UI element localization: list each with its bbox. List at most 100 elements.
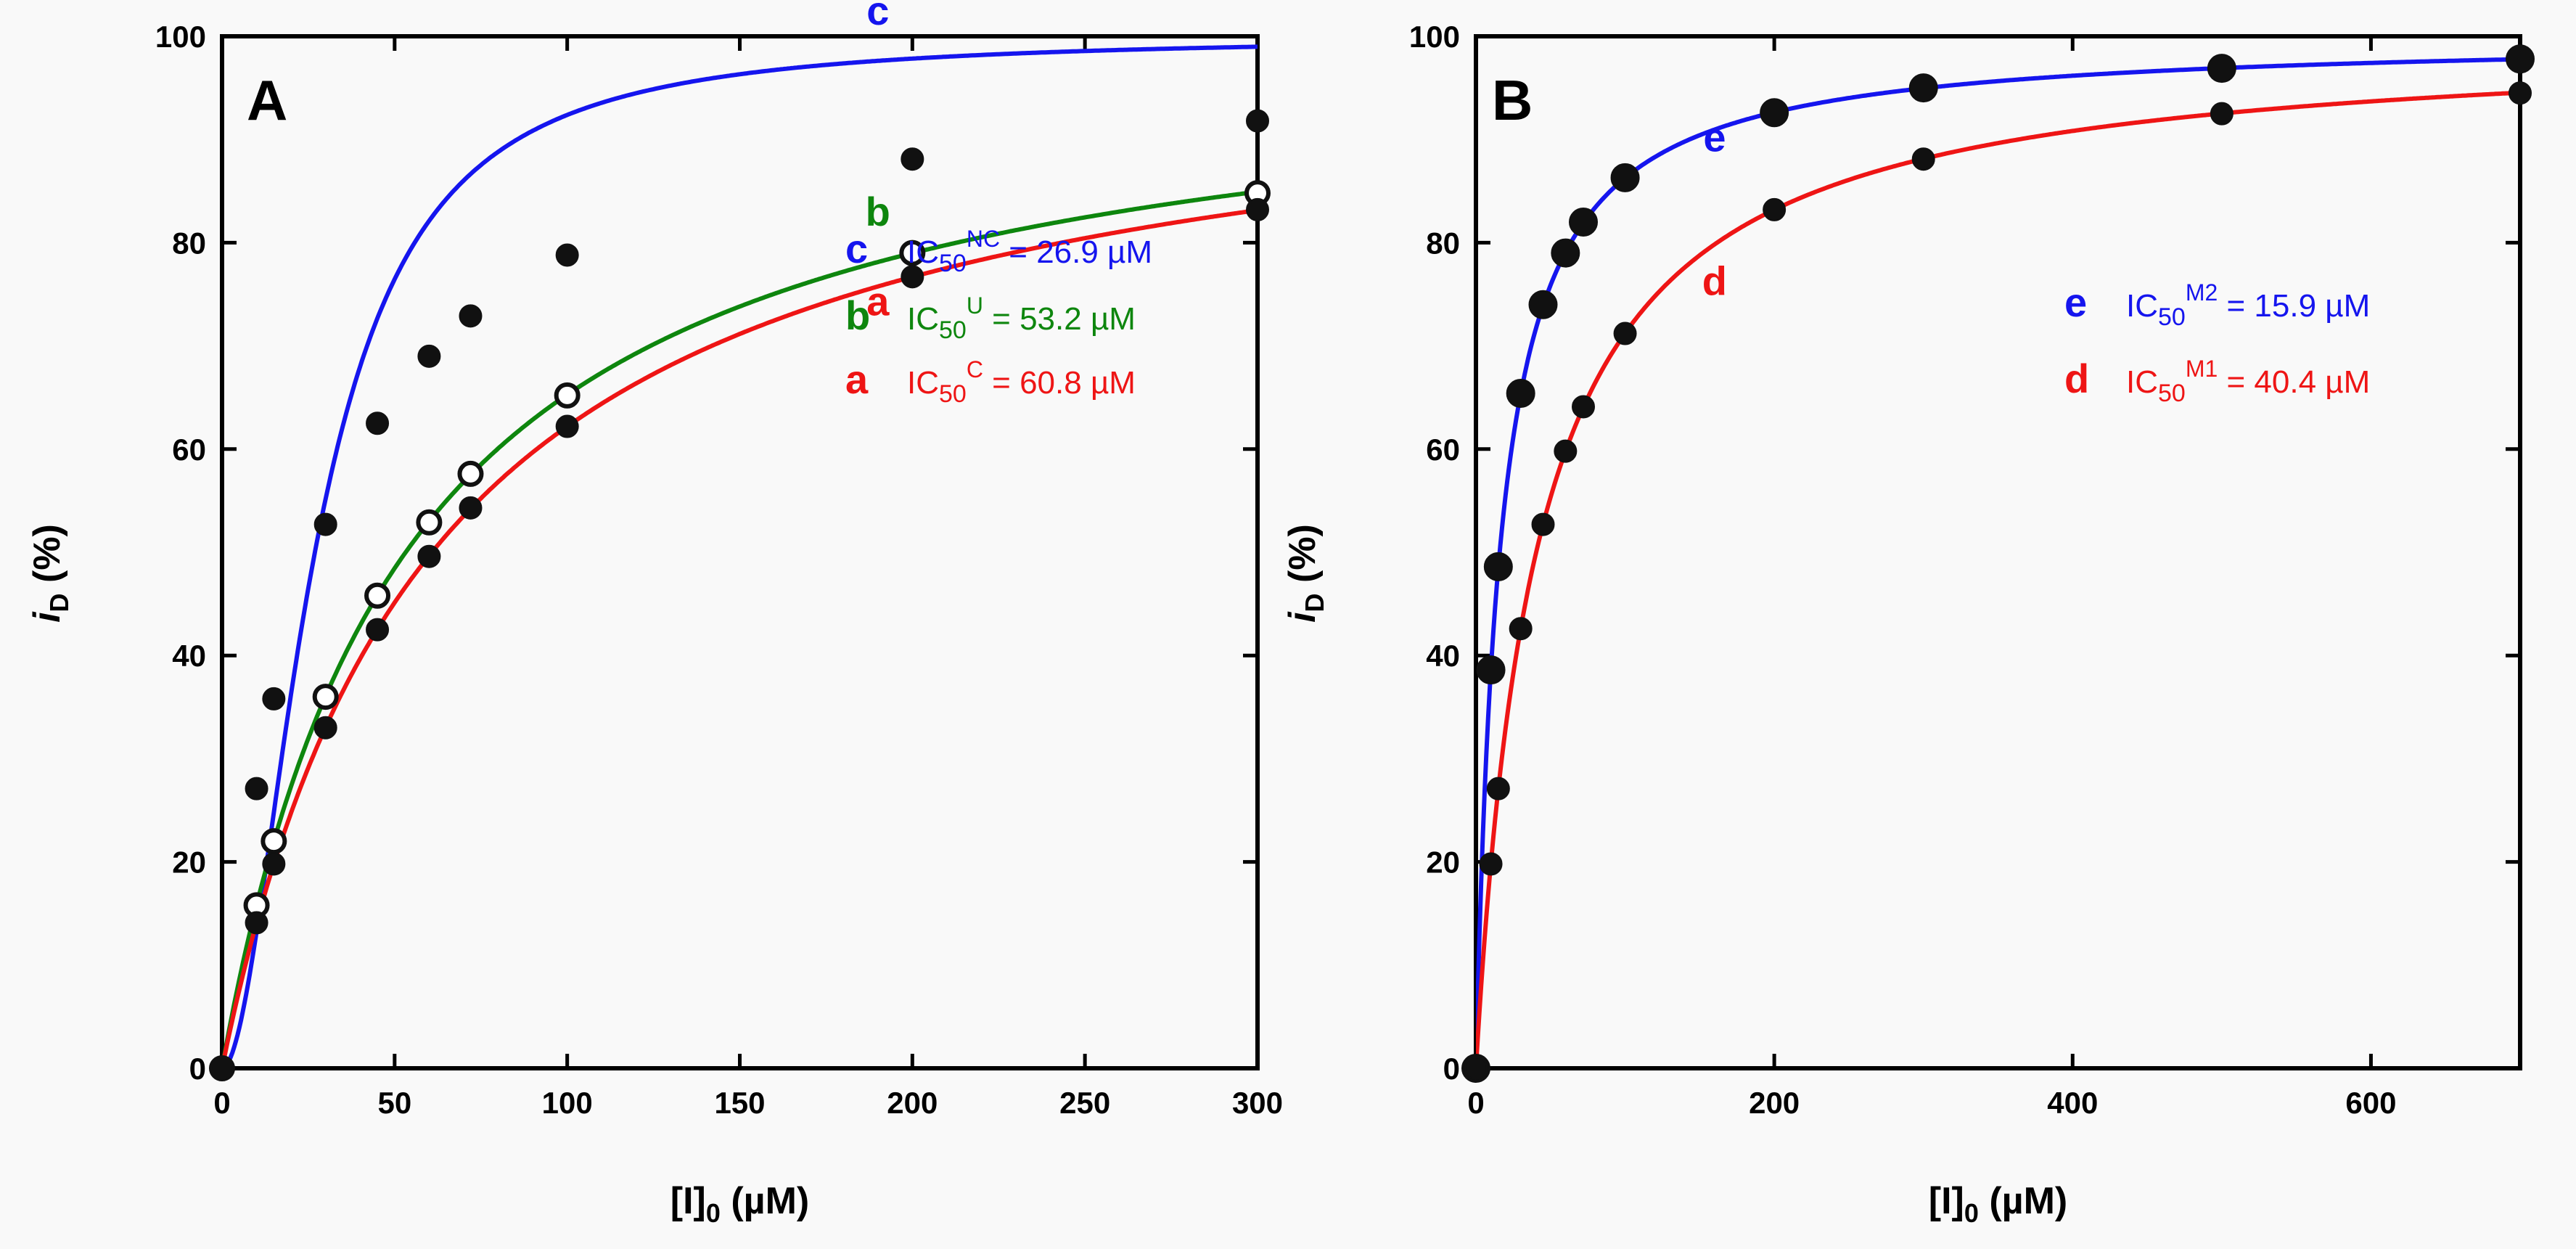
annotation-sup: M2 <box>2186 279 2218 306</box>
y-tick-label: 60 <box>1426 433 1460 467</box>
annotation-prefix: IC <box>907 365 939 401</box>
data-point-b <box>364 582 391 609</box>
data-point-d <box>1911 147 1935 171</box>
x-axis-title-main: [I] <box>670 1180 706 1222</box>
data-point-a <box>901 265 924 289</box>
data-point-e <box>2207 54 2236 83</box>
plot-frame <box>1474 34 2522 1070</box>
y-tick-label: 60 <box>172 433 206 467</box>
data-point-a <box>1246 197 1269 221</box>
annotation-ic50-e: IC50M2 = 15.9 µM <box>2126 279 2370 331</box>
x-axis-title-sub: 0 <box>1964 1198 1979 1228</box>
y-tick-label: 40 <box>1426 639 1460 673</box>
annotation-sup: C <box>967 356 983 382</box>
data-point-c <box>262 687 286 711</box>
x-tick-label: 400 <box>2047 1086 2098 1120</box>
data-point-c <box>245 777 268 800</box>
data-point-b <box>554 382 581 409</box>
annotation-letter-c: c <box>845 226 868 271</box>
data-point-b <box>312 684 339 711</box>
data-point-d <box>1554 439 1578 463</box>
x-axis-title-main: [I] <box>1929 1180 1964 1222</box>
y-axis-title-sub: D <box>1300 593 1329 612</box>
data-point-b <box>261 828 287 855</box>
data-point-a <box>366 618 390 642</box>
x-axis-title: [I]0 (µM) <box>1929 1180 2067 1228</box>
data-point-b <box>457 460 484 487</box>
annotation-sup: NC <box>967 226 1000 252</box>
data-point-a <box>459 496 483 520</box>
x-tick-label: 300 <box>1232 1086 1283 1120</box>
data-point-c <box>459 304 483 328</box>
data-point-d <box>1509 617 1533 641</box>
annotation-letter-b: b <box>845 292 870 338</box>
data-point-e <box>1506 379 1535 409</box>
annotation-prefix: IC <box>2126 288 2158 324</box>
annotation-sup: M1 <box>2186 356 2218 382</box>
annotation-prefix: IC <box>2126 364 2158 400</box>
data-point-a <box>210 1057 234 1080</box>
y-axis-title: iD (%) <box>26 524 74 623</box>
x-tick-label: 200 <box>1749 1086 1800 1120</box>
data-point-e <box>1476 655 1506 685</box>
data-point-e <box>1610 163 1640 192</box>
x-tick-label: 0 <box>213 1086 230 1120</box>
plot-frame <box>220 34 1260 1070</box>
data-point-e <box>1908 73 1938 103</box>
x-tick-label: 50 <box>377 1086 411 1120</box>
data-point-d <box>2509 81 2532 105</box>
curve-a <box>222 208 1258 1068</box>
data-point-d <box>1479 852 1503 876</box>
data-point-c <box>417 344 441 368</box>
data-point-d <box>1464 1057 1488 1080</box>
x-tick-label: 150 <box>714 1086 765 1120</box>
x-axis-title-unit: (µM) <box>721 1180 809 1222</box>
data-point-a <box>262 852 286 876</box>
annotation-sup: U <box>967 292 983 319</box>
data-point-b <box>899 239 926 266</box>
y-tick-label: 20 <box>1426 845 1460 880</box>
data-point-c <box>1246 109 1269 133</box>
curve-label-e: e <box>1703 115 1726 160</box>
curve-d <box>1476 90 2520 1068</box>
annotation-sub: 50 <box>939 316 967 344</box>
data-point-e <box>1760 98 1789 128</box>
data-point-d <box>1613 322 1637 345</box>
data-point-e <box>1551 238 1580 268</box>
y-tick-label: 40 <box>172 639 206 673</box>
annotation-sub: 50 <box>939 250 967 277</box>
data-point-d <box>2210 102 2234 126</box>
curve-e <box>1476 57 2520 1068</box>
annotation-sub: 50 <box>2158 380 2186 407</box>
annotation-ic50-a: IC50C = 60.8 µM <box>907 356 1136 408</box>
y-tick-label: 80 <box>1426 226 1460 260</box>
data-point-c <box>366 411 390 435</box>
y-axis-title: iD (%) <box>1281 524 1329 623</box>
annotation-ic50-d: IC50M1 = 40.4 µM <box>2126 356 2370 407</box>
x-tick-label: 0 <box>1467 1086 1484 1120</box>
y-axis-title-main: i <box>26 611 68 623</box>
x-axis-title-sub: 0 <box>706 1198 721 1228</box>
data-point-e <box>1569 207 1599 237</box>
annotation-value: = 15.9 µM <box>2218 288 2370 324</box>
data-point-a <box>245 911 268 935</box>
data-point-d <box>1572 395 1596 419</box>
data-point-a <box>555 414 579 438</box>
y-axis-title-unit: (%) <box>26 524 68 593</box>
data-point-c <box>555 243 579 267</box>
annotation-sub: 50 <box>2158 303 2186 331</box>
x-tick-label: 200 <box>887 1086 938 1120</box>
y-tick-label: 0 <box>1443 1052 1460 1086</box>
x-tick-label: 250 <box>1059 1086 1110 1120</box>
data-point-a <box>417 544 441 568</box>
data-point-e <box>1483 552 1513 581</box>
y-tick-label: 100 <box>1409 20 1460 54</box>
data-point-a <box>313 716 337 740</box>
panel-letter: A <box>247 68 287 132</box>
y-tick-label: 100 <box>155 20 206 54</box>
x-axis-title-unit: (µM) <box>1979 1180 2067 1222</box>
data-point-e <box>1528 290 1558 319</box>
